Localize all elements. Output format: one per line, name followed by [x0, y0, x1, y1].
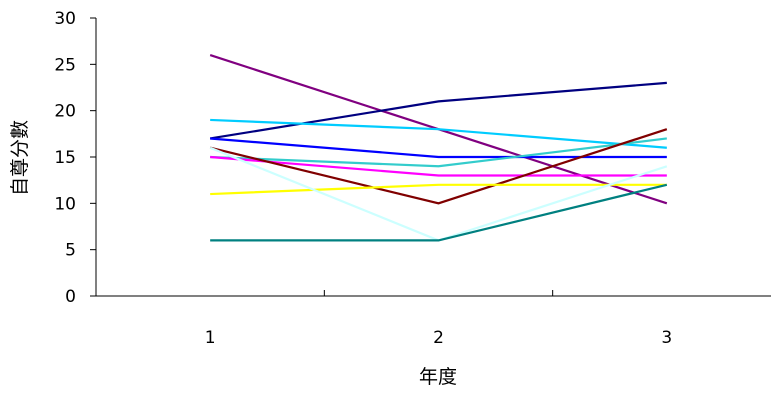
series-line-8 — [210, 183, 667, 196]
series-line-7 — [209, 128, 668, 205]
series-line-2 — [209, 81, 667, 140]
series-line-5 — [210, 137, 667, 168]
x-tick-label: 2 — [433, 328, 444, 348]
y-tick-label: 20 — [54, 102, 76, 122]
series-line-10 — [210, 183, 668, 242]
x-axis-title: 年度 — [419, 366, 457, 388]
y-tick-label: 30 — [54, 9, 76, 29]
y-tick-label: 10 — [54, 194, 76, 214]
series-line-6 — [210, 155, 667, 177]
series-lines — [209, 54, 668, 242]
y-tick-label: 0 — [65, 287, 76, 307]
y-axis: 0 5 10 15 20 25 30 — [54, 9, 97, 307]
x-tick-label: 3 — [661, 328, 672, 348]
y-tick-label: 5 — [65, 241, 76, 261]
x-tick-label: 1 — [205, 328, 216, 348]
y-tick-label: 25 — [54, 55, 76, 75]
series-line-4 — [210, 137, 667, 159]
series-line-3 — [210, 118, 667, 149]
y-tick-label: 15 — [54, 148, 76, 168]
x-axis: 1 2 3 — [96, 290, 771, 348]
y-axis-title: 自尊分數 — [9, 120, 31, 196]
